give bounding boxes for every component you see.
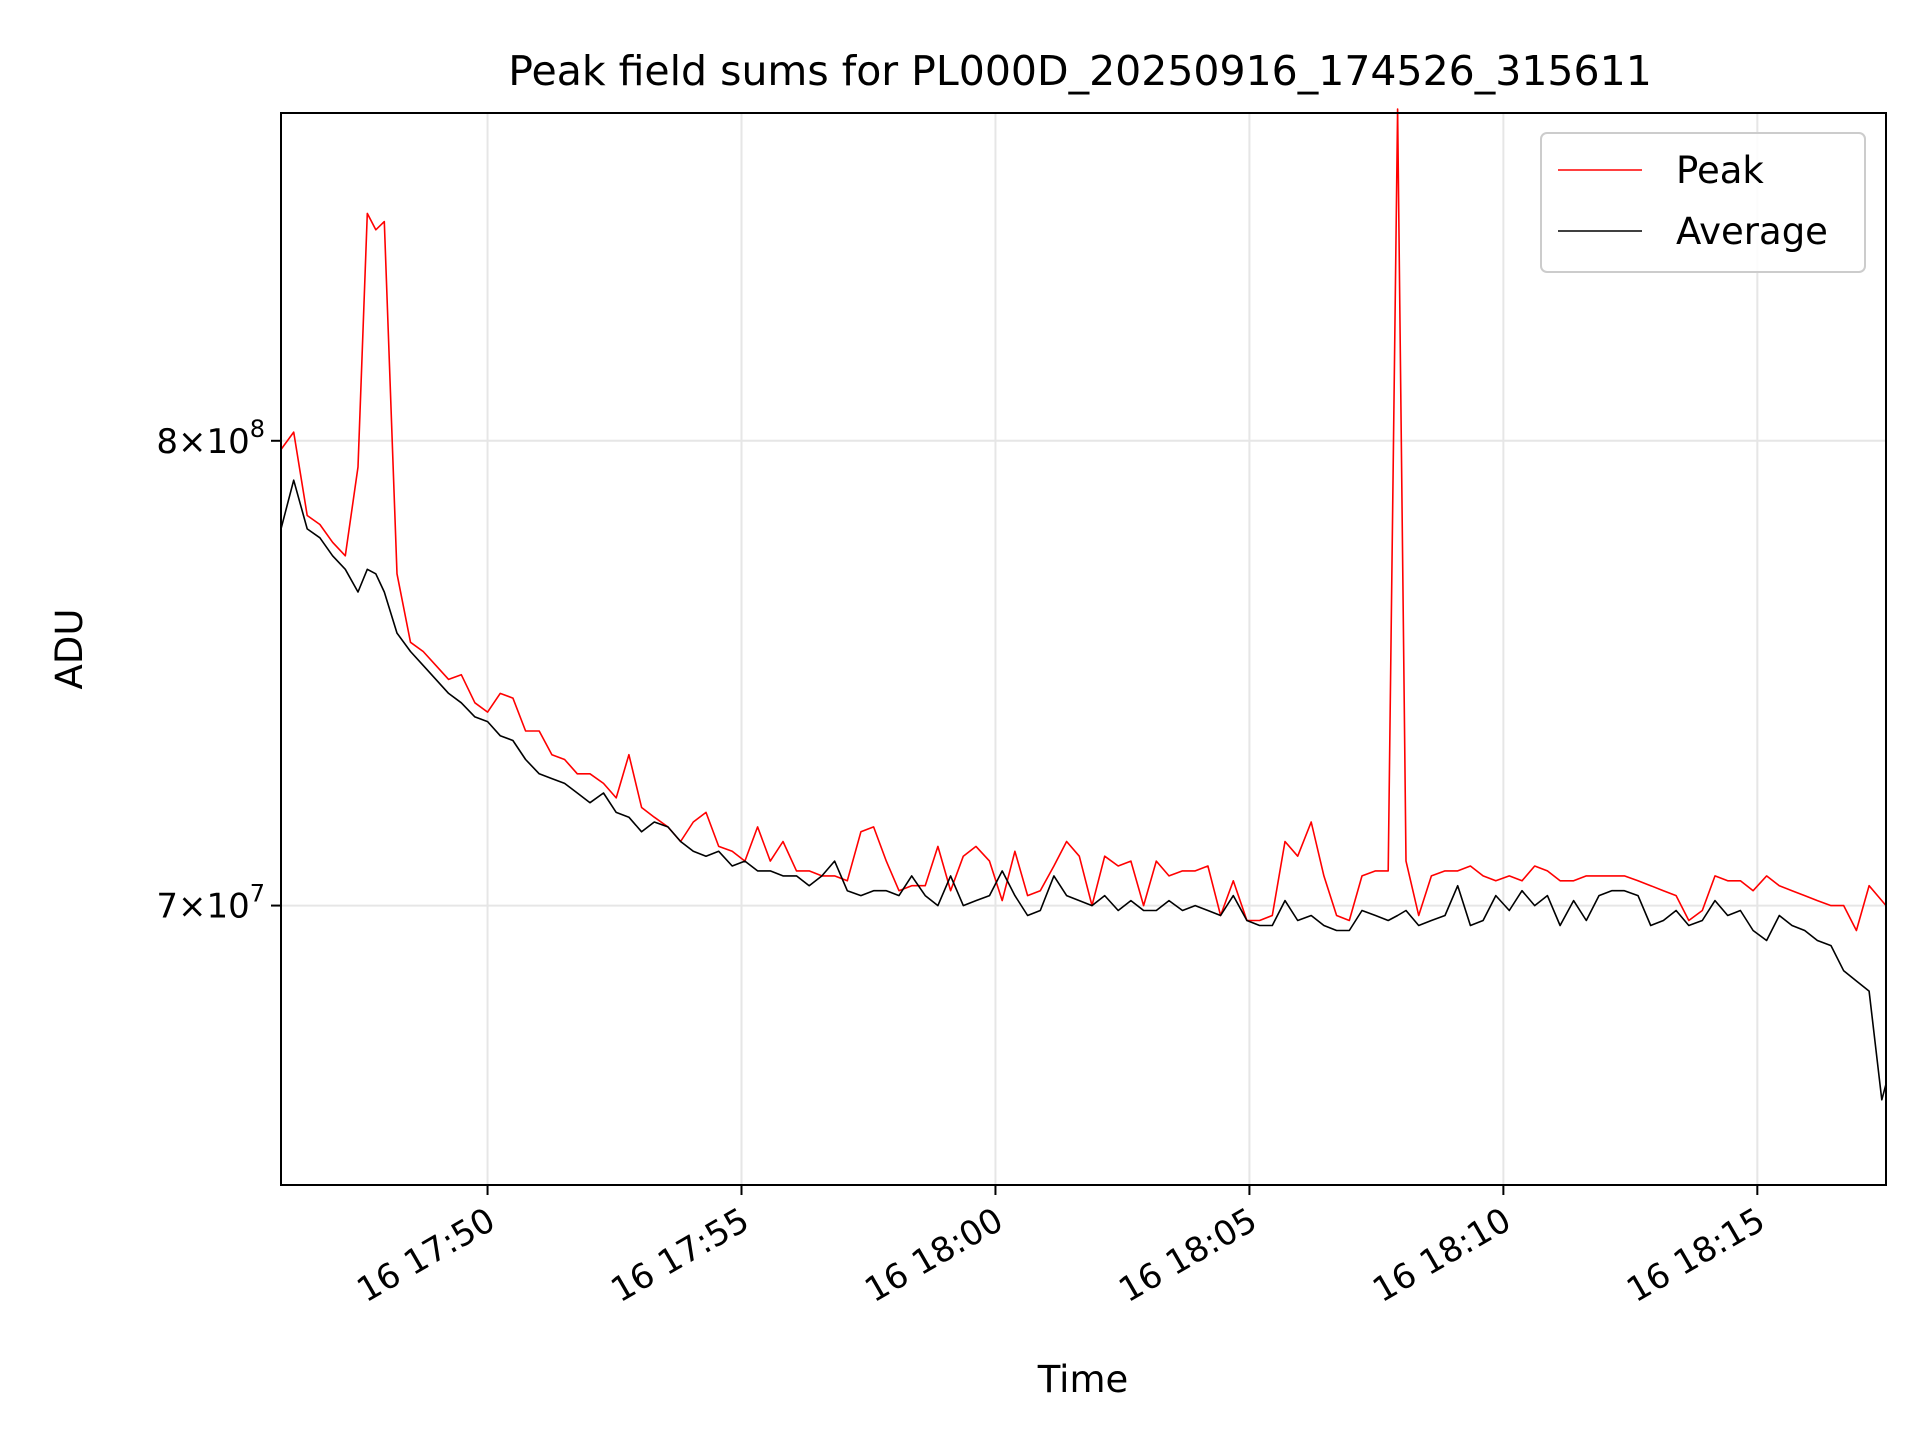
x-tick-label-2: 16 18:00	[858, 1200, 1010, 1311]
y-tick-label-0: 7×107	[156, 880, 265, 927]
x-tick-label-0: 16 17:50	[350, 1200, 502, 1311]
chart-title: Peak field sums for PL000D_20250916_1745…	[508, 47, 1652, 95]
y-axis-label: ADU	[48, 609, 91, 690]
x-tick-label-1: 16 17:55	[604, 1200, 756, 1311]
x-axis-label: Time	[1037, 1358, 1129, 1401]
series-lines	[280, 108, 1887, 1101]
x-axis-ticks: 16 17:50 16 17:55 16 18:00 16 18:05 16 18:10…	[350, 1185, 1772, 1311]
legend-box	[1540, 132, 1866, 273]
x-tick-label-5: 16 18:15	[1620, 1200, 1772, 1311]
legend: Peak Average	[1540, 132, 1866, 273]
grid	[281, 113, 1886, 1185]
y-tick-label-times-1: ×10	[178, 422, 250, 462]
y-tick-label-base-0: 7	[156, 887, 178, 927]
series-line-average	[280, 479, 1887, 1101]
legend-label-peak: Peak	[1676, 149, 1764, 192]
y-tick-label-times-0: ×10	[178, 887, 250, 927]
series-line-peak	[280, 108, 1887, 932]
legend-label-average: Average	[1676, 210, 1828, 253]
y-tick-label-exp-1: 8	[250, 415, 265, 443]
y-tick-label-base-1: 8	[156, 422, 178, 462]
plot-frame	[280, 112, 1887, 1186]
x-tick-label-3: 16 18:05	[1112, 1200, 1264, 1311]
y-tick-label-1: 8×108	[156, 415, 265, 462]
x-tick-label-4: 16 18:10	[1366, 1200, 1518, 1311]
y-tick-label-exp-0: 7	[250, 880, 265, 908]
